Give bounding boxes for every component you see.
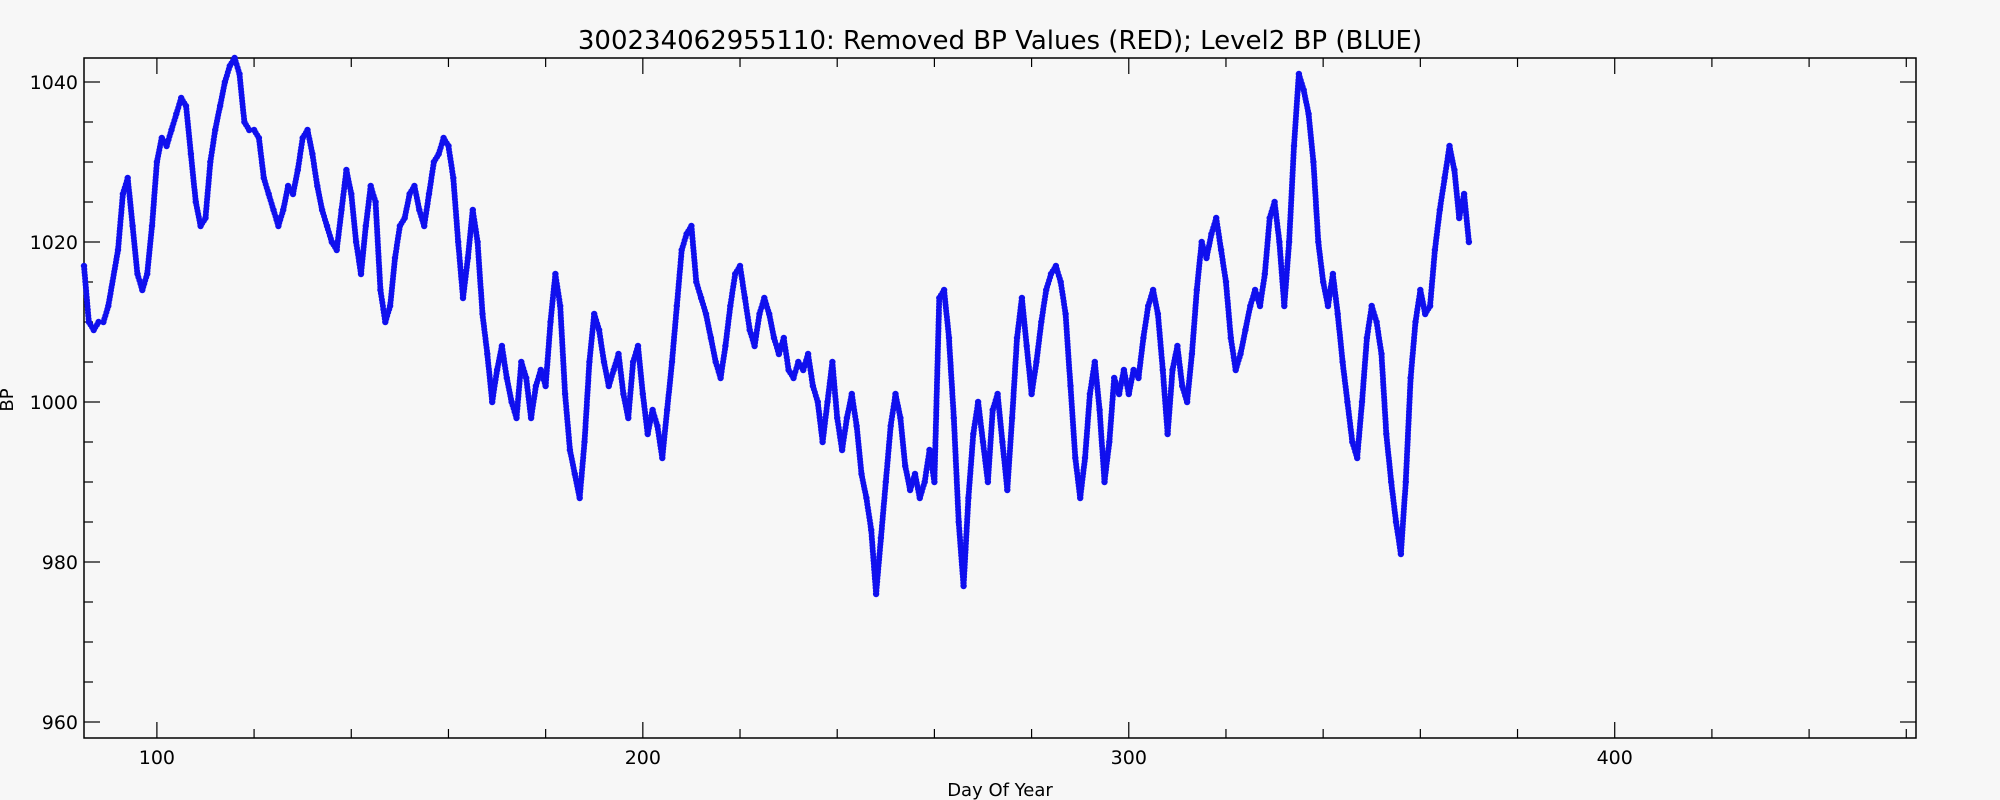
y-tick-label: 980	[42, 552, 78, 574]
plot-frame	[83, 57, 1917, 739]
x-tick-label: 200	[625, 747, 661, 769]
x-axis-label: Day Of Year	[947, 780, 1053, 800]
y-tick-label: 1020	[30, 232, 78, 254]
chart-title: 300234062955110: Removed BP Values (RED)…	[578, 26, 1422, 56]
x-tick-label: 300	[1111, 747, 1147, 769]
data-point	[95, 318, 102, 326]
y-tick-label: 1040	[30, 72, 78, 94]
y-tick-label: 1000	[30, 392, 78, 414]
data-point	[1465, 238, 1473, 246]
axis-ticks: 100 200 300 400 960 980 1000 1020 1040	[30, 58, 1916, 769]
data-points	[80, 54, 1473, 598]
y-axis-label: BP	[0, 388, 18, 411]
y-tick-label: 960	[42, 712, 78, 734]
data-point	[246, 126, 253, 134]
x-tick-label: 100	[139, 747, 175, 769]
x-tick-label: 400	[1597, 747, 1633, 769]
